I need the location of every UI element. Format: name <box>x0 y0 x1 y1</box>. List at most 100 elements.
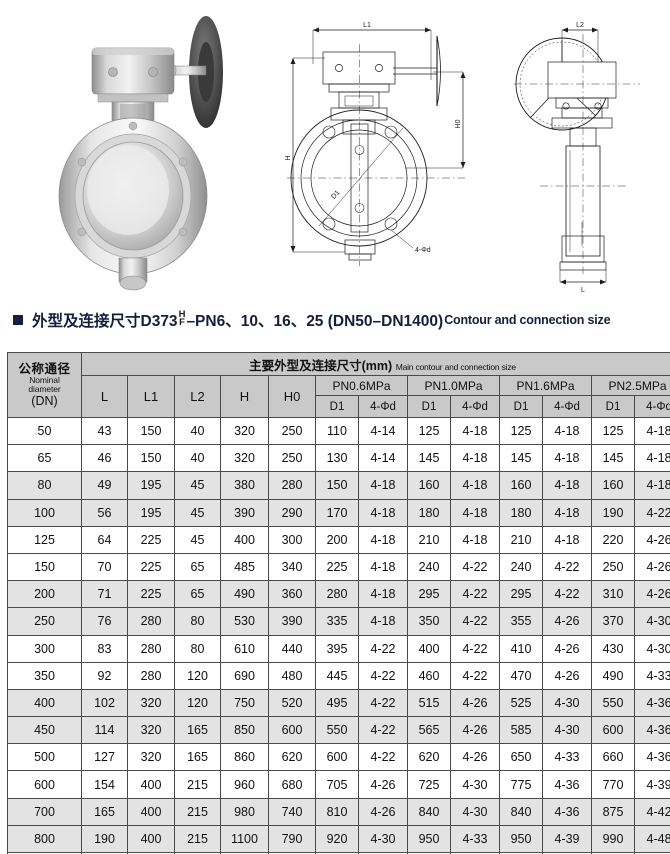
cell-l1: 280 <box>127 607 175 636</box>
cell-l2: 45 <box>174 471 221 500</box>
cell-pn16-d1: 585 <box>499 716 543 745</box>
cell-h0: 480 <box>268 661 316 690</box>
label-H0: H0 <box>455 119 462 128</box>
cell-pn06-holes: 4-14 <box>358 416 408 446</box>
header-pn25: PN2.5MPa <box>590 375 670 396</box>
cell-pn25-holes: 4-26 <box>633 525 670 554</box>
table-row: 65 46 150 40 320 250 130 4-14 145 4-18 145 4-18 145 4… <box>7 444 670 473</box>
cell-pn16-d1: 525 <box>499 688 543 718</box>
cell-pn06-d1: 200 <box>315 525 359 554</box>
valve-body-graphic <box>58 117 208 275</box>
cell-pn06-holes: 4-18 <box>358 607 408 636</box>
cell-h: 530 <box>220 607 269 636</box>
cell-pn10-holes: 4-26 <box>450 716 500 745</box>
cell-dn: 80 <box>7 471 82 500</box>
front-view-drawing: L1 H H0 D1 4-Φd <box>285 0 500 300</box>
cell-pn16-holes: 4-18 <box>542 471 592 500</box>
main-group-cn: 主要外型及连接尺寸(mm) <box>249 358 393 373</box>
cell-pn25-d1: 125 <box>591 416 635 446</box>
header-nominal-diameter: 公称通径 Nominal diameter (DN) <box>7 352 82 418</box>
cell-pn25-holes: 4-48 <box>633 851 670 854</box>
cell-l2: 215 <box>174 824 221 854</box>
cell-pn25-holes: 4-26 <box>633 552 670 582</box>
cell-pn25-d1: 875 <box>591 797 635 826</box>
cell-pn10-holes: 4-22 <box>450 634 500 663</box>
cell-pn10-d1: 950 <box>407 824 451 854</box>
cell-l: 165 <box>81 797 128 826</box>
cell-dn: 700 <box>7 797 82 826</box>
cell-h0: 520 <box>268 688 316 718</box>
cell-pn06-d1: 280 <box>315 580 359 609</box>
cell-l1: 150 <box>127 444 175 473</box>
cell-pn16-holes: 4-30 <box>542 716 592 745</box>
label-L1: L1 <box>363 22 371 29</box>
cell-pn25-d1: 550 <box>591 688 635 718</box>
cell-l1: 195 <box>127 471 175 500</box>
cell-pn25-holes: 4-18 <box>633 444 670 473</box>
cell-pn10-d1: 210 <box>407 525 451 554</box>
cell-pn25-holes: 4-18 <box>633 416 670 446</box>
cell-pn16-d1: 210 <box>499 525 543 554</box>
cell-pn16-d1: 410 <box>499 634 543 663</box>
cell-pn10-holes: 4-33 <box>450 824 500 854</box>
cell-pn10-d1: 295 <box>407 580 451 609</box>
cell-pn25-d1: 160 <box>591 471 635 500</box>
heading-model-suffix: –PN6、10、16、25 (DN50–DN1400) <box>186 313 444 330</box>
cell-pn10-d1: 840 <box>407 797 451 826</box>
cell-l1: 225 <box>127 552 175 582</box>
cell-dn: 125 <box>7 525 82 554</box>
header-pn06-d1: D1 <box>315 395 359 418</box>
header-pn25-holes: 4-Φd <box>633 395 670 418</box>
label-L: L <box>581 287 585 294</box>
header-L2: L2 <box>174 375 221 418</box>
cell-l: 83 <box>81 634 128 663</box>
cell-dn: 500 <box>7 743 82 772</box>
header-pn25-d1: D1 <box>591 395 635 418</box>
dimension-table-wrapper: 公称通径 Nominal diameter (DN) 主要外型及连接尺寸(mm)… <box>7 352 670 854</box>
cell-pn06-d1: 705 <box>315 770 359 799</box>
cell-l1: 320 <box>127 716 175 745</box>
cell-h0: 440 <box>268 634 316 663</box>
cell-pn25-d1: 430 <box>591 634 635 663</box>
cell-pn10-holes: 4-26 <box>450 743 500 772</box>
cell-pn06-holes: 4-30 <box>358 824 408 854</box>
cell-l2: 120 <box>174 688 221 718</box>
cell-pn10-d1: 400 <box>407 634 451 663</box>
cell-h: 610 <box>220 634 269 663</box>
cell-pn25-holes: 4-30 <box>633 607 670 636</box>
cell-pn25-d1: 990 <box>591 824 635 854</box>
cell-pn06-holes: 4-22 <box>358 716 408 745</box>
table-row: 250 76 280 80 530 390 335 4-18 350 4-22 355 4-26 370… <box>7 607 670 636</box>
cell-pn16-d1: 470 <box>499 661 543 690</box>
dn-label-cn: 公称通径 <box>18 362 71 377</box>
header-pn16-holes: 4-Φd <box>542 395 592 418</box>
cell-pn25-d1: 220 <box>591 525 635 554</box>
dn-label-en2: diameter <box>28 384 61 394</box>
header-row-dims: L L1 L2 H H0 PN0.6MPa PN1.0MPa PN1.6MPa … <box>8 375 670 418</box>
cell-pn25-d1: 660 <box>591 743 635 772</box>
cell-l: 49 <box>81 471 128 500</box>
dn-label-unit: (DN) <box>31 393 58 408</box>
cell-pn10-holes: 4-30 <box>450 797 500 826</box>
cell-pn16-holes: 4-22 <box>542 552 592 582</box>
cell-pn06-d1: 335 <box>315 607 359 636</box>
cell-h: 390 <box>220 498 269 527</box>
cell-pn16-d1: 125 <box>499 416 543 446</box>
cell-h0: 620 <box>268 743 316 772</box>
cell-l2: 120 <box>174 661 221 690</box>
cell-pn25-holes: 4-26 <box>633 580 670 609</box>
cell-pn10-holes: 4-22 <box>450 552 500 582</box>
cell-l: 43 <box>81 416 128 446</box>
cell-pn10-d1: 565 <box>407 716 451 745</box>
cell-l: 71 <box>81 580 128 609</box>
valve-photo-figure <box>20 0 285 300</box>
cell-h: 980 <box>220 797 269 826</box>
header-pn16: PN1.6MPa <box>499 375 592 396</box>
table-row: 500 127 320 165 860 620 600 4-22 620 4-26 650 4-33 6… <box>7 743 670 772</box>
cell-pn06-d1: 130 <box>315 444 359 473</box>
cell-pn10-d1: 160 <box>407 471 451 500</box>
cell-pn06-holes: 4-22 <box>358 688 408 718</box>
cell-h0: 390 <box>268 607 316 636</box>
fraction-bottom: F <box>179 317 185 328</box>
